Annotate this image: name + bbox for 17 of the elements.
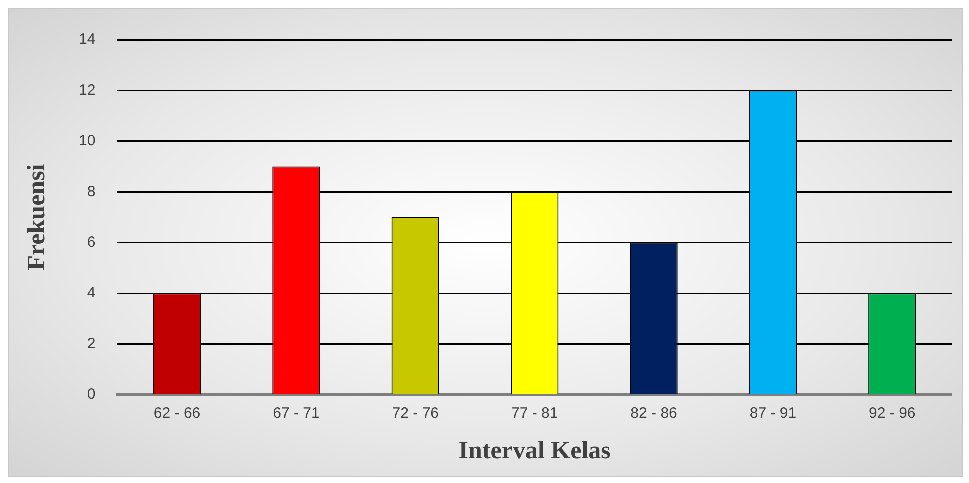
x-tick-label: 72 - 76 — [392, 405, 440, 422]
y-tick-label: 14 — [78, 31, 96, 48]
y-tick-label: 0 — [87, 386, 96, 404]
x-tick-label: 82 - 86 — [630, 405, 678, 422]
y-tick-label: 8 — [87, 183, 96, 200]
x-tick-label: 77 - 81 — [511, 405, 558, 422]
x-axis-title: Interval Kelas — [458, 437, 612, 464]
x-tick-label: 92 - 96 — [869, 405, 916, 422]
y-tick-label: 2 — [87, 335, 96, 352]
y-tick-label: 4 — [87, 284, 96, 302]
y-tick-label: 6 — [87, 234, 96, 251]
y-axis-title: Frekuensi — [23, 164, 50, 271]
x-tick-label: 67 - 71 — [273, 405, 320, 422]
x-tick-label: 62 - 66 — [154, 405, 201, 422]
x-tick-label: 87 - 91 — [750, 405, 797, 422]
y-tick-label: 10 — [78, 132, 96, 150]
y-tick-label: 12 — [78, 82, 96, 99]
